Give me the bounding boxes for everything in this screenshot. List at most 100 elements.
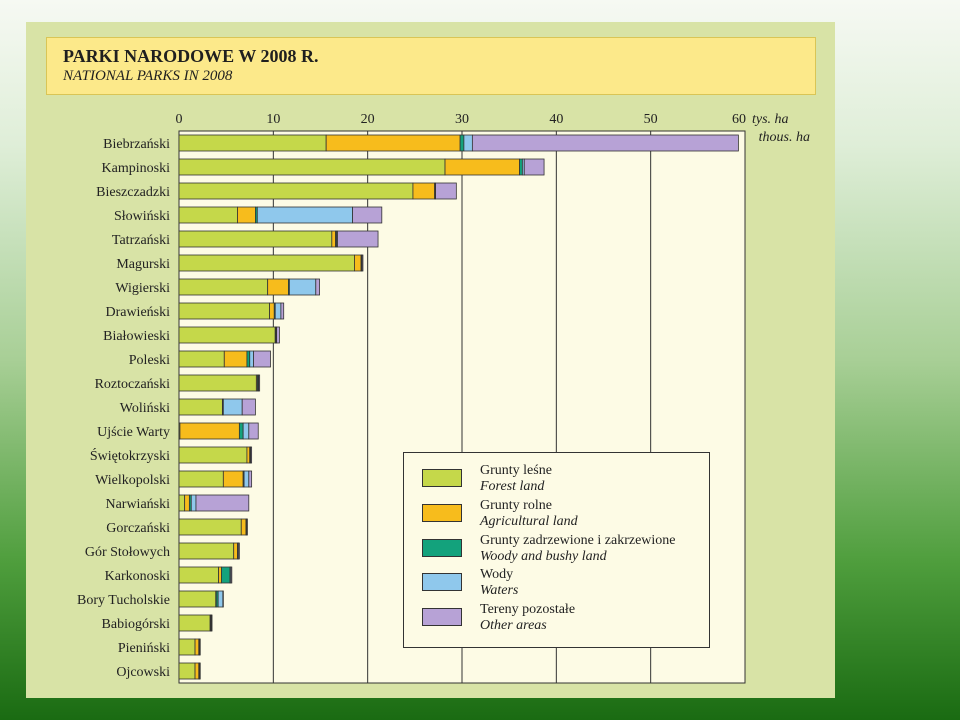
unit-label: tys. ha: [752, 112, 789, 127]
legend: Grunty leśne Forest land Grunty rolne Agric…: [403, 452, 710, 648]
category-label: Gór Stołowych: [85, 545, 170, 560]
bar-other: [230, 566, 233, 584]
bar-agricultural: [325, 134, 461, 152]
x-tick-label: 20: [361, 112, 375, 127]
legend-swatch: [422, 573, 462, 591]
bar-other: [253, 350, 271, 368]
bar-other: [250, 446, 253, 464]
bar-forest: [178, 206, 238, 224]
bar-other: [315, 278, 320, 296]
legend-item-forest: Grunty leśne Forest land: [422, 463, 707, 497]
bar-forest: [178, 230, 333, 248]
category-label: Biebrzański: [103, 137, 170, 152]
category-label: Ojcowski: [116, 665, 170, 680]
bar-woody: [246, 350, 251, 368]
bar-agricultural: [184, 494, 190, 512]
bar-waters: [243, 470, 250, 488]
category-label: Kampinoski: [102, 161, 171, 176]
bar-woody: [221, 566, 231, 584]
category-label: Gorczański: [106, 521, 170, 536]
bar-agricultural: [179, 422, 240, 440]
x-tick-label: 0: [176, 112, 183, 127]
legend-label: Wody: [480, 567, 514, 582]
bar-forest: [178, 662, 196, 680]
bar-agricultural: [218, 566, 222, 584]
bar-other: [241, 398, 256, 416]
bar-waters: [249, 350, 254, 368]
bar-other: [222, 590, 224, 608]
x-tick-label: 40: [549, 112, 563, 127]
category-label: Poleski: [129, 353, 170, 368]
bar-forest: [178, 518, 242, 536]
bar-agricultural: [233, 542, 238, 560]
legend-label-en: Waters: [480, 583, 519, 598]
category-label: Tatrzański: [112, 233, 170, 248]
category-label: Woliński: [120, 401, 170, 416]
category-label: Narwiański: [105, 497, 170, 512]
x-tick-label: 10: [266, 112, 280, 127]
category-label: Roztoczański: [95, 377, 171, 392]
legend-label: Tereny pozostałe: [480, 602, 576, 617]
bar-other: [471, 134, 739, 152]
bar-agricultural: [237, 206, 256, 224]
bar-waters: [463, 134, 473, 152]
category-label: Drawieński: [105, 305, 170, 320]
bar-agricultural: [240, 518, 247, 536]
bar-waters: [222, 398, 243, 416]
bar-other: [248, 470, 253, 488]
bar-forest: [178, 614, 211, 632]
bar-forest: [178, 542, 235, 560]
bar-forest: [178, 494, 186, 512]
legend-swatch: [422, 469, 462, 487]
legend-label: Grunty leśne: [480, 463, 552, 478]
bar-agricultural: [223, 350, 248, 368]
bar-other: [258, 374, 261, 392]
bar-other: [337, 230, 379, 248]
bar-agricultural: [269, 302, 275, 320]
legend-label: Grunty rolne: [480, 498, 552, 513]
bar-other: [195, 494, 250, 512]
bar-other: [246, 518, 248, 536]
bar-agricultural: [267, 278, 289, 296]
bar-agricultural: [354, 254, 362, 272]
category-label: Karkonoski: [105, 569, 170, 584]
legend-label-en: Woody and bushy land: [480, 549, 607, 564]
bar-other: [435, 182, 457, 200]
bar-waters: [242, 422, 250, 440]
unit-label-en: thous. ha: [759, 130, 810, 145]
bar-waters: [274, 302, 282, 320]
legend-label-en: Forest land: [480, 479, 545, 494]
bar-forest: [178, 158, 446, 176]
legend-label-en: Agricultural land: [480, 514, 578, 529]
bar-other: [211, 614, 213, 632]
bar-agricultural: [194, 662, 200, 680]
bar-agricultural: [444, 158, 520, 176]
bar-waters: [288, 278, 317, 296]
category-label: Bieszczadzki: [96, 185, 170, 200]
bar-forest: [178, 566, 220, 584]
bar-agricultural: [194, 638, 200, 656]
legend-label-en: Other areas: [480, 618, 547, 633]
bar-other: [352, 206, 383, 224]
bar-waters: [256, 206, 353, 224]
bar-forest: [178, 182, 414, 200]
x-tick-label: 30: [455, 112, 469, 127]
x-tick-label: 60: [732, 112, 746, 127]
bar-woody: [459, 134, 465, 152]
legend-swatch: [422, 539, 462, 557]
bar-agricultural: [246, 446, 251, 464]
category-label: Świętokrzyski: [90, 447, 170, 464]
bar-woody: [519, 158, 523, 176]
x-tick-label: 50: [644, 112, 658, 127]
category-label: Słowiński: [114, 209, 170, 224]
bar-other: [361, 254, 364, 272]
category-label: Babiogórski: [102, 617, 171, 632]
category-label: Magurski: [116, 257, 170, 272]
bar-waters: [190, 494, 197, 512]
bar-woody: [238, 422, 244, 440]
chart-title: PARKI NARODOWE W 2008 R.: [63, 46, 319, 66]
bar-other: [280, 302, 285, 320]
legend-swatch: [422, 608, 462, 626]
bar-forest: [178, 278, 269, 296]
bar-other: [523, 158, 545, 176]
